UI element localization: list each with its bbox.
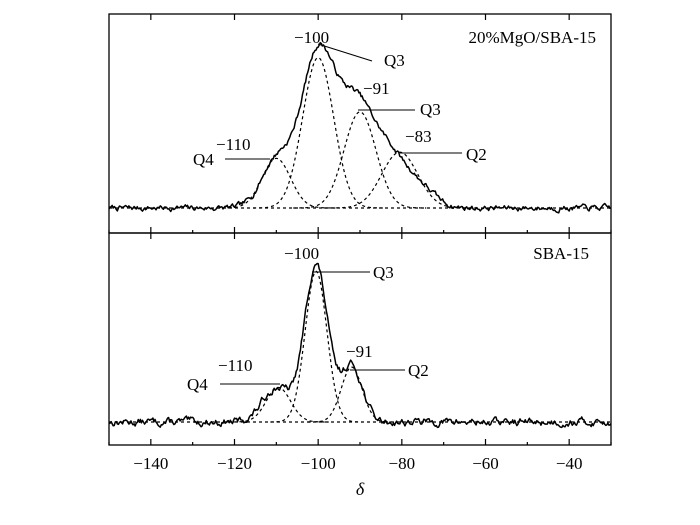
species-label: Q3: [373, 263, 394, 282]
chemical-shift-label: −110: [216, 135, 250, 154]
fit-component-curve: [216, 157, 336, 209]
species-label: Q3: [384, 51, 405, 70]
top-panel-label: 20%MgO/SBA-15: [468, 28, 596, 47]
bottom-panel-plot: [108, 262, 612, 429]
annotation-leader-line: [317, 43, 373, 62]
fit-component-curve: [227, 386, 329, 423]
x-tick-label: −60: [472, 454, 499, 473]
bottom-panel-label: SBA-15: [533, 244, 589, 263]
x-tick-label: −40: [556, 454, 583, 473]
fit-component-curve: [324, 151, 475, 209]
fit-component-curve: [270, 270, 362, 423]
species-label: Q2: [466, 145, 487, 164]
x-tick-label: −100: [301, 454, 336, 473]
species-label: Q4: [193, 150, 214, 169]
x-tick-label: −140: [133, 454, 168, 473]
species-label: Q4: [187, 375, 208, 394]
x-axis-tick-labels: −140 −120 −100 −80 −60 −40: [133, 454, 582, 473]
chemical-shift-label: −110: [218, 356, 252, 375]
chemical-shift-label: −100: [294, 28, 329, 47]
x-tick-label: −120: [217, 454, 252, 473]
mgo-sba15-spectrum-line: [108, 41, 612, 214]
x-axis-label: δ: [356, 479, 365, 499]
chemical-shift-label: −100: [284, 244, 319, 263]
x-tick-label: −80: [389, 454, 416, 473]
chemical-shift-label: −83: [405, 127, 432, 146]
species-label: Q2: [408, 361, 429, 380]
bottom-panel-frame: [108, 232, 612, 446]
fit-component-curve: [307, 366, 395, 423]
fit-component-curve: [293, 111, 427, 209]
chemical-shift-label: −91: [346, 342, 373, 361]
x-axis-ticks: [108, 14, 612, 445]
species-label: Q3: [420, 100, 441, 119]
chemical-shift-label: −91: [363, 79, 390, 98]
top-panel-plot: [108, 41, 612, 214]
